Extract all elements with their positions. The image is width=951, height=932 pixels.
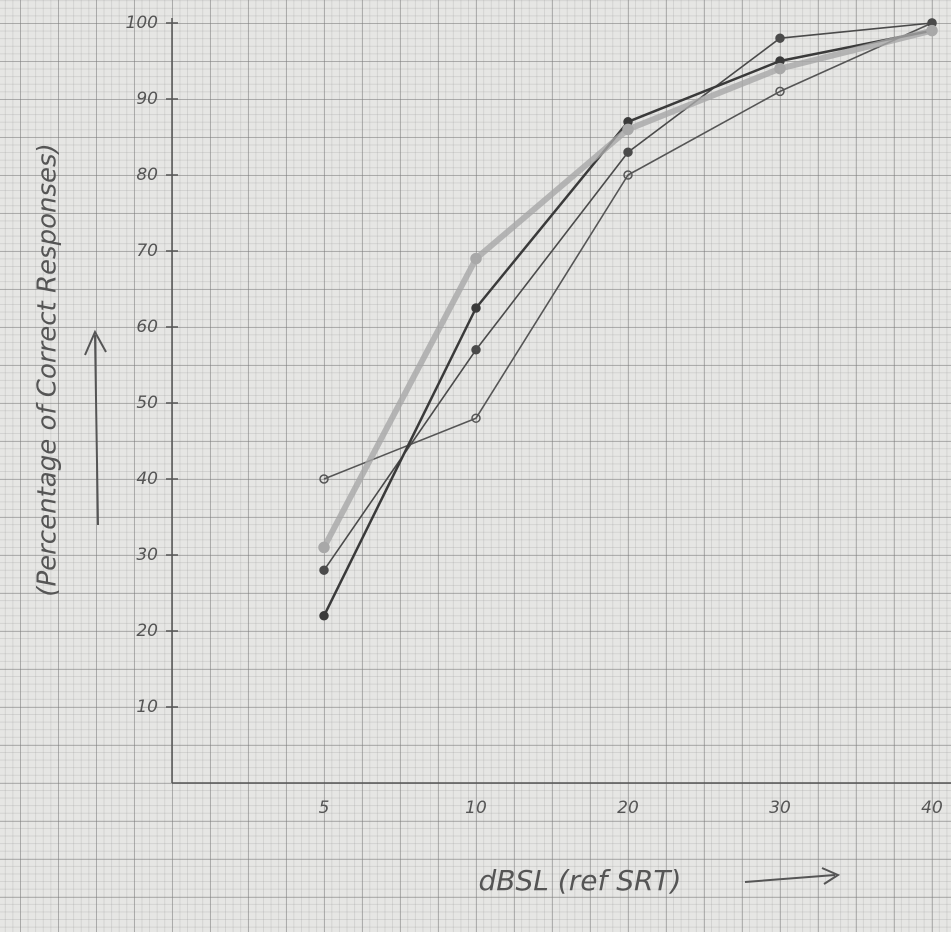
- y-tick-label: 10: [136, 697, 158, 717]
- x-tick-label: 20: [617, 798, 639, 818]
- x-tick-label: 5: [319, 798, 330, 818]
- y-tick-label: 50: [136, 393, 158, 413]
- data-point: [470, 252, 482, 265]
- x-tick-label: 30: [769, 798, 791, 818]
- data-point: [471, 345, 481, 355]
- x-axis-label: dBSL (ref SRT): [479, 864, 682, 897]
- data-point: [623, 147, 633, 157]
- data-point: [471, 413, 481, 423]
- series-line: [323, 22, 933, 571]
- data-point: [775, 33, 785, 43]
- y-tick-label: 20: [136, 621, 158, 641]
- x-tick-label: 40: [921, 798, 943, 818]
- y-tick-label: 90: [136, 89, 158, 109]
- data-point: [319, 565, 329, 575]
- arrow: [744, 867, 841, 885]
- data-point: [775, 86, 785, 97]
- x-tick-label: 10: [465, 798, 487, 818]
- data-point: [623, 170, 633, 180]
- y-tick-label: 70: [136, 241, 158, 261]
- series-line: [321, 27, 933, 549]
- data-point: [318, 541, 330, 554]
- data-point: [622, 123, 634, 136]
- data-point: [319, 474, 329, 484]
- data-point: [926, 24, 938, 37]
- y-tick-label: 60: [136, 317, 158, 337]
- y-tick-label: 40: [136, 469, 158, 489]
- data-point: [471, 303, 481, 313]
- y-tick-label: 30: [136, 545, 158, 565]
- data-point: [774, 62, 786, 75]
- y-axis-label: (Percentage of Correct Responses): [33, 143, 63, 596]
- data-point: [319, 611, 329, 621]
- y-tick-label: 80: [136, 165, 158, 185]
- series-line: [323, 22, 933, 480]
- arrow: [84, 329, 107, 526]
- y-tick-label: 100: [126, 13, 158, 33]
